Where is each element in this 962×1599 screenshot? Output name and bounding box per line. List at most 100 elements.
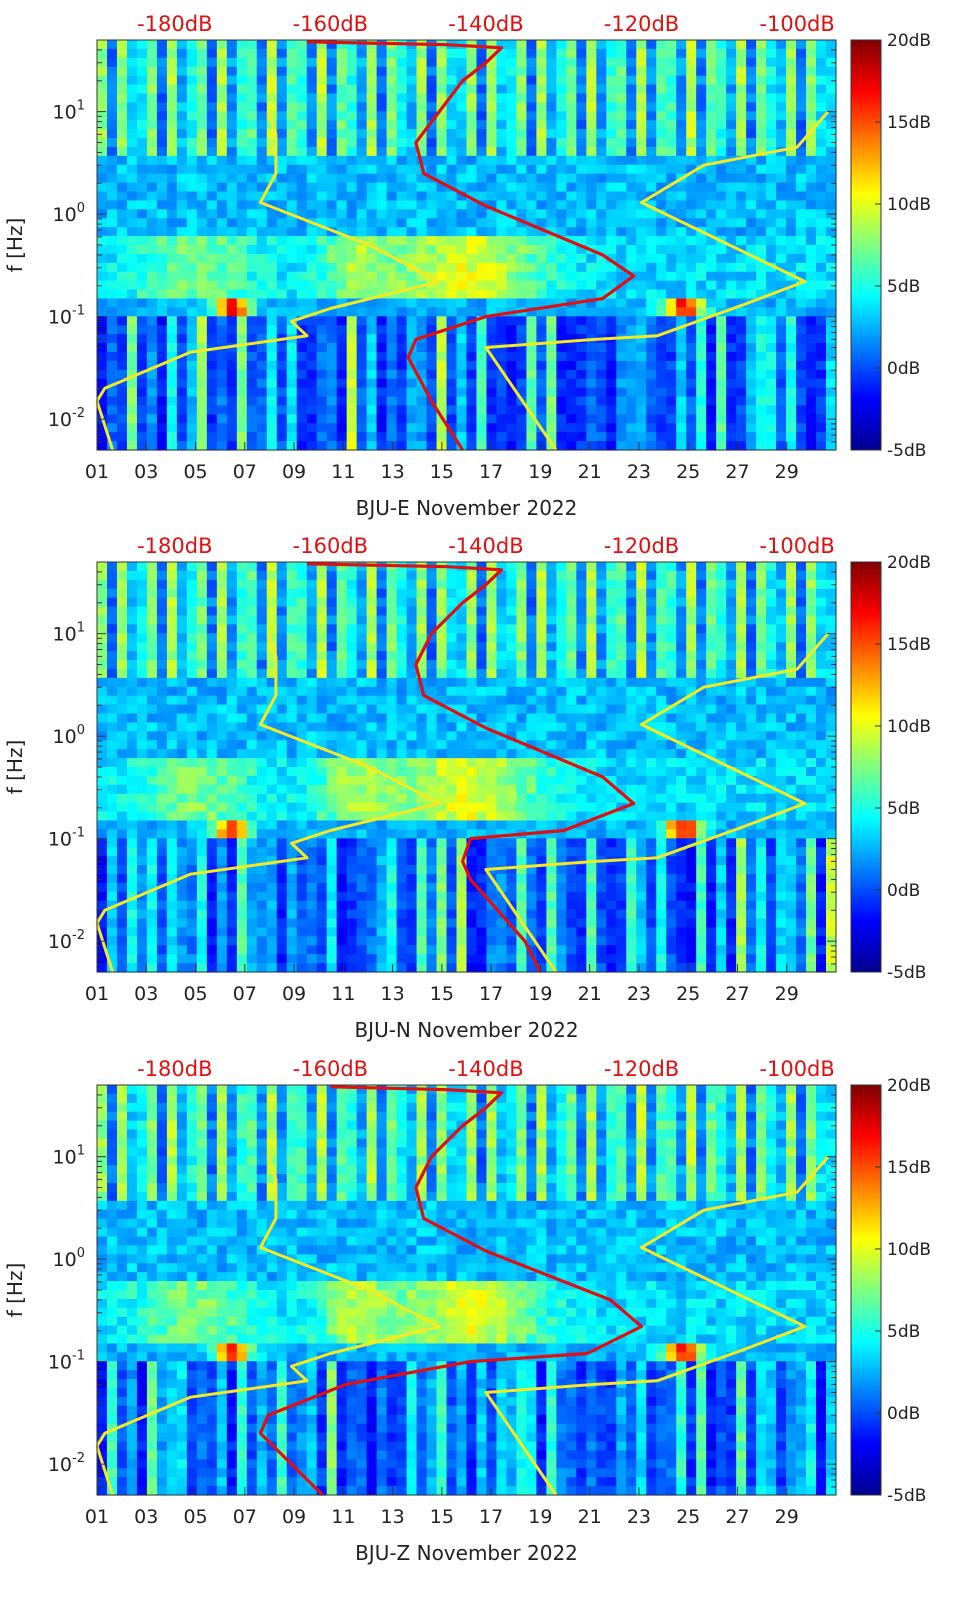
spectrogram-cell	[376, 677, 388, 688]
spectrogram-cell	[286, 749, 298, 759]
spectrogram-cell	[216, 155, 228, 166]
spectrogram-cell	[256, 245, 268, 255]
spectrogram-cell	[626, 351, 637, 362]
spectrogram-cell	[696, 155, 707, 166]
spectrogram-cell	[156, 343, 168, 353]
spectrogram-cell	[696, 262, 707, 273]
spectrogram-cell	[166, 624, 178, 634]
spectrogram-cell	[97, 369, 108, 380]
spectrogram-cell	[166, 722, 178, 732]
spectrogram-cell	[266, 298, 278, 308]
spectrogram-cell	[796, 262, 807, 273]
spectrogram-cell	[546, 138, 557, 148]
spectrogram-cell	[816, 298, 827, 308]
spectrogram-cell	[686, 218, 697, 228]
spectrogram-cell	[766, 316, 777, 326]
spectrogram-cell	[97, 704, 108, 715]
spectrogram-cell	[286, 927, 298, 937]
spectrogram-cell	[626, 334, 637, 344]
spectrogram-cell	[406, 369, 418, 380]
spectrogram-cell	[396, 749, 408, 759]
spectrogram-cell	[256, 624, 268, 634]
spectrogram-cell	[196, 686, 208, 697]
spectrogram-cell	[586, 351, 597, 362]
spectrogram-cell	[146, 271, 158, 282]
spectrogram-cell	[406, 182, 418, 193]
spectrogram-cell	[136, 280, 148, 291]
spectrogram-cell	[586, 209, 597, 219]
spectrogram-cell	[386, 624, 398, 634]
spectrogram-cell	[256, 731, 268, 741]
spectrogram-cell	[126, 963, 138, 973]
spectrogram-cell	[226, 120, 238, 130]
spectrogram-cell	[226, 351, 238, 362]
spectrogram-cell	[166, 218, 178, 228]
spectrogram-cell	[146, 562, 158, 572]
spectrogram-cell	[156, 633, 168, 643]
spectrogram-cell	[296, 606, 308, 617]
spectrogram-cell	[456, 200, 468, 210]
spectrogram-cell	[106, 200, 118, 210]
spectrogram-cell	[576, 351, 587, 362]
spectrogram-cell	[266, 146, 278, 157]
spectrogram-cell	[136, 570, 148, 581]
spectrogram-cell	[336, 847, 348, 857]
spectrogram-cell	[786, 84, 797, 95]
spectrogram-cell	[286, 873, 298, 884]
spectrogram-cell	[476, 298, 488, 308]
spectrogram-cell	[206, 918, 218, 929]
spectrogram-cell	[456, 111, 468, 121]
spectrogram-cell	[496, 316, 508, 326]
spectrogram-cell	[196, 360, 208, 371]
spectrogram-cell	[416, 102, 428, 112]
spectrogram-cell	[746, 57, 757, 68]
spectrogram-cell	[136, 820, 148, 830]
spectrogram-cell	[656, 102, 667, 112]
spectrogram-cell	[456, 271, 468, 282]
spectrogram-cell	[186, 378, 198, 389]
spectrogram-cell	[256, 405, 268, 415]
spectrogram-cell	[256, 173, 268, 184]
spectrogram-cell	[296, 218, 308, 228]
spectrogram-cell	[276, 253, 288, 264]
spectrogram-cell	[97, 758, 108, 768]
spectrogram-cell	[346, 838, 358, 848]
spectrogram-cell	[236, 280, 248, 291]
spectrogram-cell	[796, 191, 807, 202]
spectrogram-cell	[286, 579, 298, 590]
spectrogram-cell	[126, 325, 138, 335]
spectrogram-cell	[806, 441, 817, 451]
spectrogram-cell	[136, 191, 148, 202]
spectrogram-cell	[306, 111, 318, 121]
spectrogram-cell	[316, 891, 328, 902]
spectrogram-cell	[656, 164, 667, 175]
spectrogram-cell	[606, 298, 617, 308]
spectrogram-cell	[286, 900, 298, 911]
spectrogram-cell	[826, 405, 837, 415]
spectrogram-cell	[256, 954, 268, 964]
spectrogram-cell	[716, 280, 727, 291]
spectrogram-cell	[366, 369, 378, 380]
spectrogram-cell	[576, 396, 587, 407]
spectrogram-cell	[466, 432, 478, 442]
spectrogram-cell	[386, 236, 398, 246]
spectrogram-cell	[486, 369, 498, 380]
spectrogram-cell	[156, 66, 168, 77]
spectrogram-cell	[216, 758, 228, 768]
spectrogram-cell	[676, 423, 687, 433]
spectrogram-cell	[266, 945, 278, 955]
spectrogram-cell	[416, 271, 428, 282]
spectrogram-cell	[186, 182, 198, 193]
spectrogram-cell	[586, 120, 597, 130]
spectrogram-cell	[116, 182, 128, 193]
spectrogram-cell	[586, 155, 597, 166]
spectrogram-cell	[446, 343, 458, 353]
spectrogram-cell	[97, 927, 108, 937]
spectrogram-cell	[426, 227, 438, 237]
spectrogram-cell	[406, 111, 418, 121]
spectrogram-cell	[466, 155, 478, 166]
spectrogram-cell	[396, 84, 408, 95]
spectrogram-cell	[326, 432, 338, 442]
spectrogram-cell	[476, 173, 488, 184]
